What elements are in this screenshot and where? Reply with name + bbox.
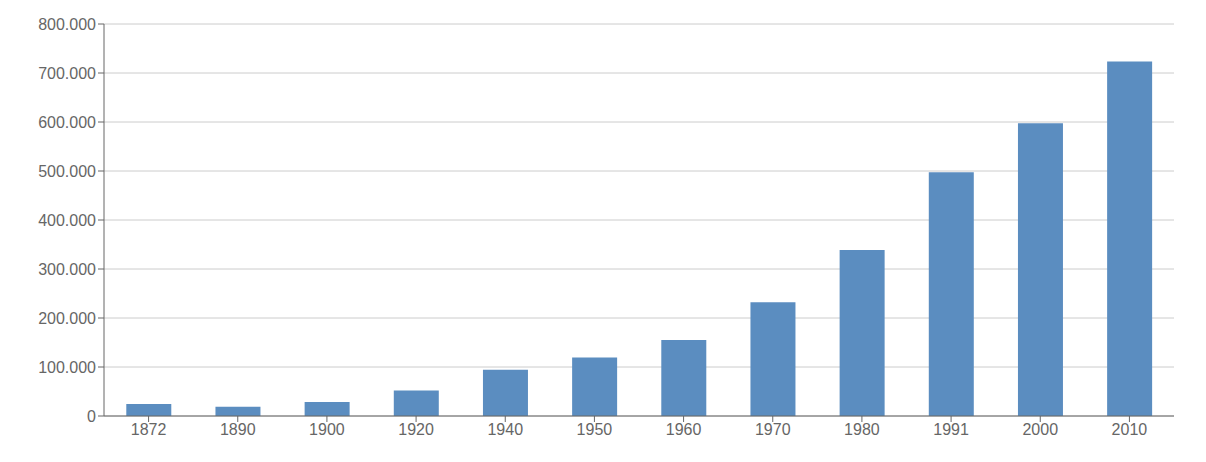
svg-text:500.000: 500.000 xyxy=(38,163,96,180)
svg-text:2000: 2000 xyxy=(1022,421,1058,438)
svg-text:1940: 1940 xyxy=(487,421,523,438)
svg-text:1980: 1980 xyxy=(844,421,880,438)
svg-text:1890: 1890 xyxy=(220,421,256,438)
svg-text:1872: 1872 xyxy=(131,421,167,438)
svg-text:600.000: 600.000 xyxy=(38,114,96,131)
svg-text:200.000: 200.000 xyxy=(38,310,96,327)
svg-text:0: 0 xyxy=(87,408,96,425)
svg-text:1970: 1970 xyxy=(755,421,791,438)
svg-text:1920: 1920 xyxy=(398,421,434,438)
svg-text:2010: 2010 xyxy=(1112,421,1148,438)
svg-text:400.000: 400.000 xyxy=(38,212,96,229)
svg-text:300.000: 300.000 xyxy=(38,261,96,278)
svg-text:1900: 1900 xyxy=(309,421,345,438)
svg-text:100.000: 100.000 xyxy=(38,359,96,376)
svg-text:1950: 1950 xyxy=(577,421,613,438)
svg-text:1991: 1991 xyxy=(933,421,969,438)
svg-text:700.000: 700.000 xyxy=(38,65,96,82)
svg-text:1960: 1960 xyxy=(666,421,702,438)
svg-text:800.000: 800.000 xyxy=(38,16,96,33)
